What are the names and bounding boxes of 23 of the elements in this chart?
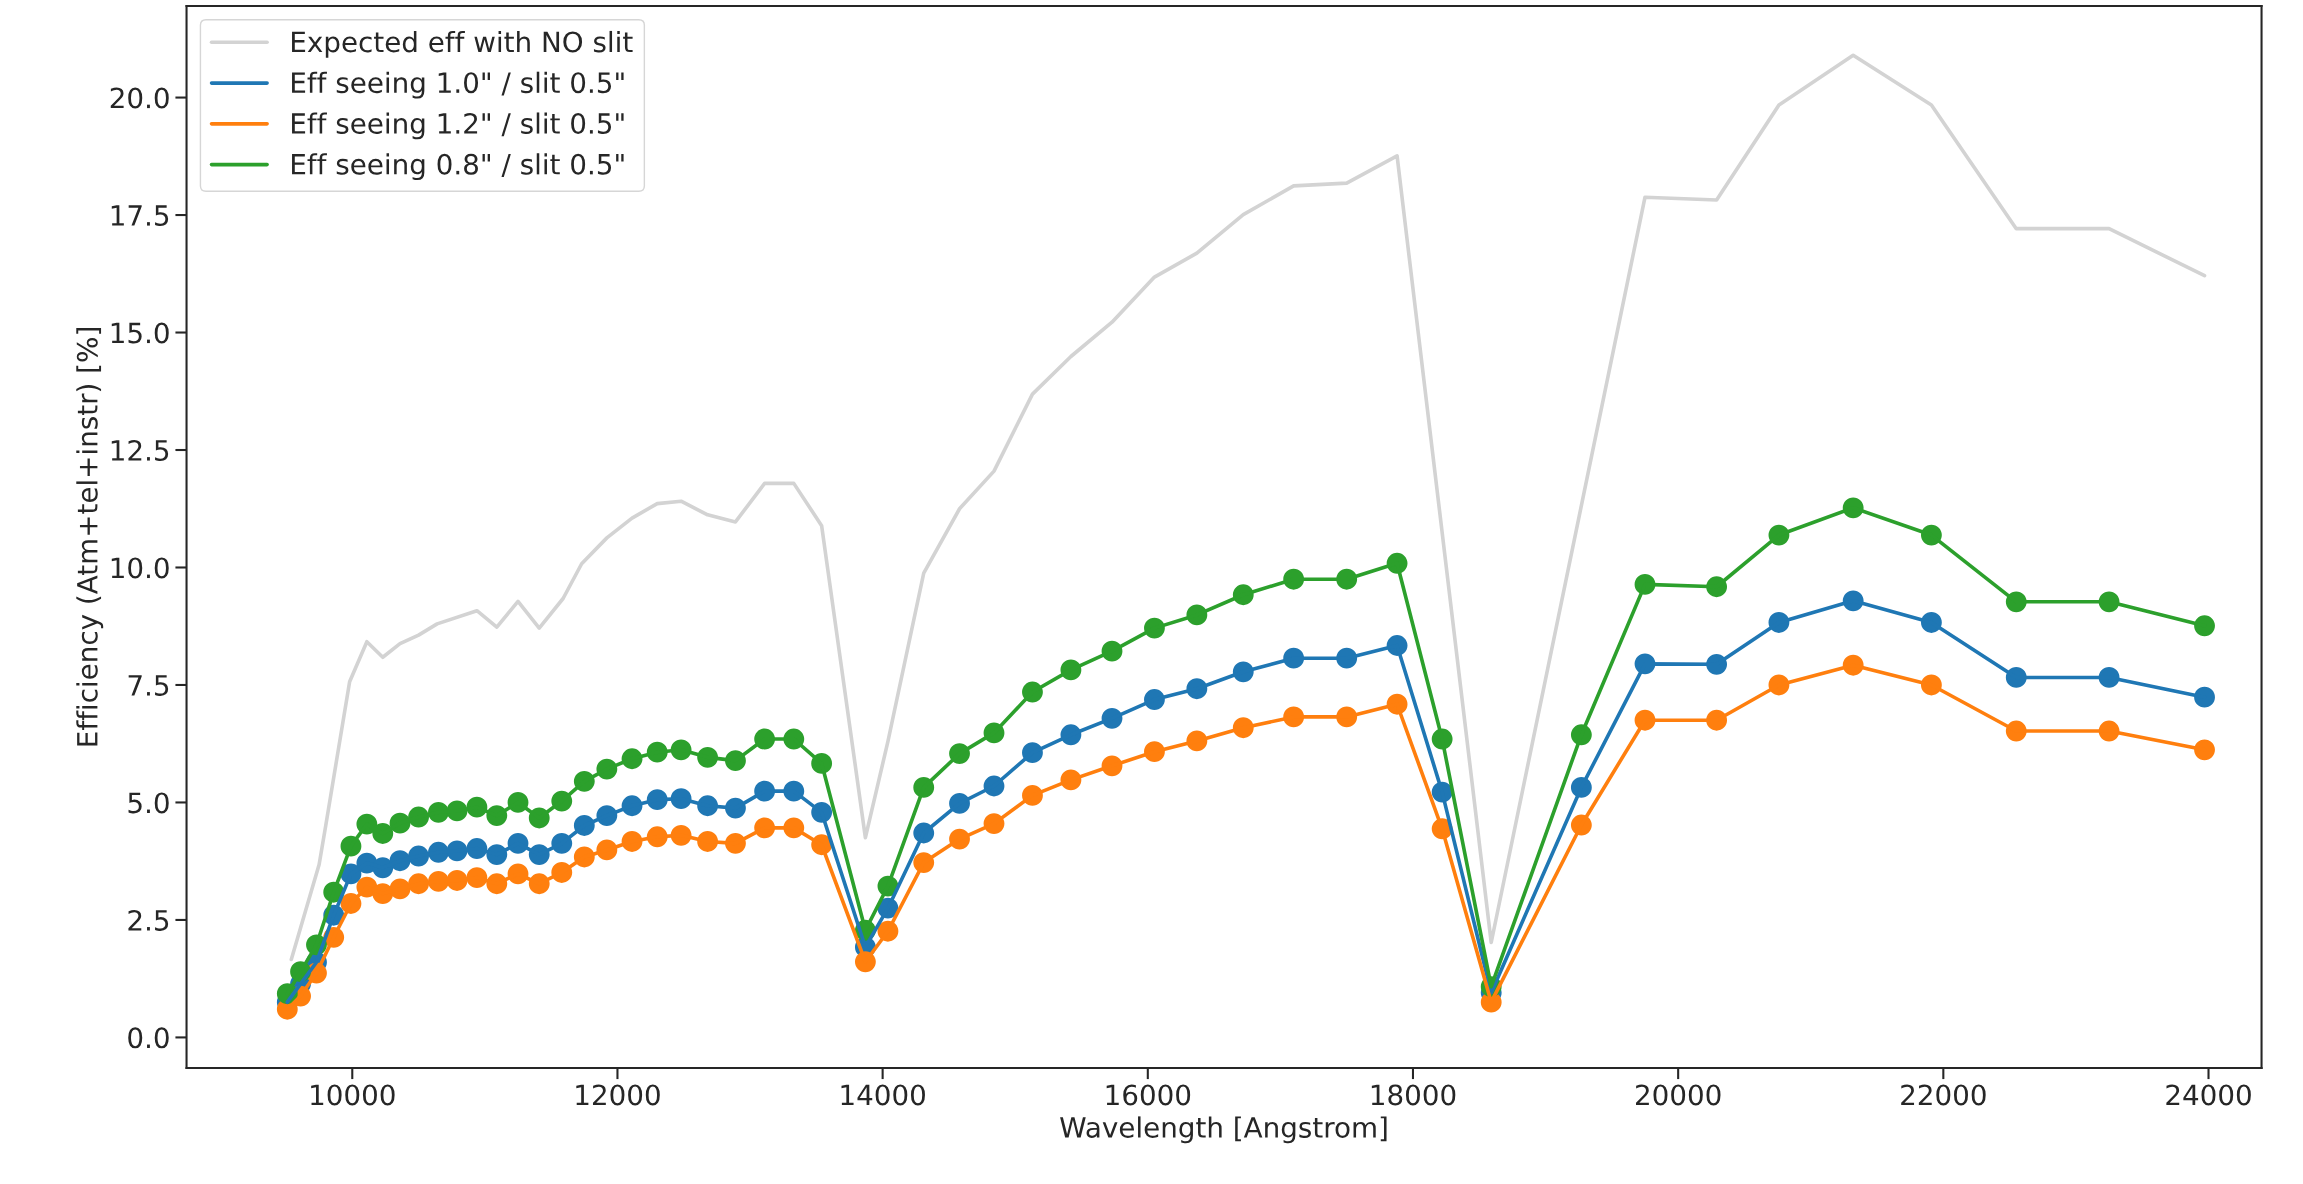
x-tick-label: 16000 xyxy=(1106,1084,1191,1106)
legend-label: Expected eff with NO slit xyxy=(292,30,633,58)
x-tick-label: 20000 xyxy=(1636,1084,1721,1106)
legend-label: Eff seeing 1.2" / slit 0.5" xyxy=(292,112,624,140)
x-tick-label: 22000 xyxy=(1901,1084,1986,1106)
y-axis-title: Efficiency (Atm+tel+instr) [%] xyxy=(76,328,104,746)
legend-label: Eff seeing 1.0" / slit 0.5" xyxy=(292,71,624,99)
y-tick-label: 7.5 xyxy=(128,675,169,696)
y-tick-label: 12.5 xyxy=(111,439,169,461)
x-tick-label: 12000 xyxy=(576,1084,660,1106)
y-tick-label: 2.5 xyxy=(128,909,169,931)
y-tick-label: 17.5 xyxy=(111,205,169,226)
x-axis-title: Wavelength [Angstrom] xyxy=(1060,1116,1387,1144)
x-tick-label: 24000 xyxy=(2166,1084,2251,1106)
y-tick-label: 10.0 xyxy=(111,557,169,579)
legend-label: Eff seeing 0.8" / slit 0.5" xyxy=(292,153,624,181)
x-tick-label: 14000 xyxy=(841,1084,925,1106)
y-tick-label: 15.0 xyxy=(111,322,169,344)
y-tick-label: 0.0 xyxy=(128,1027,169,1049)
y-tick-label: 5.0 xyxy=(128,792,169,814)
x-tick-label: 10000 xyxy=(311,1084,395,1106)
x-tick-label: 18000 xyxy=(1371,1084,1456,1106)
y-tick-label: 20.0 xyxy=(110,87,169,109)
